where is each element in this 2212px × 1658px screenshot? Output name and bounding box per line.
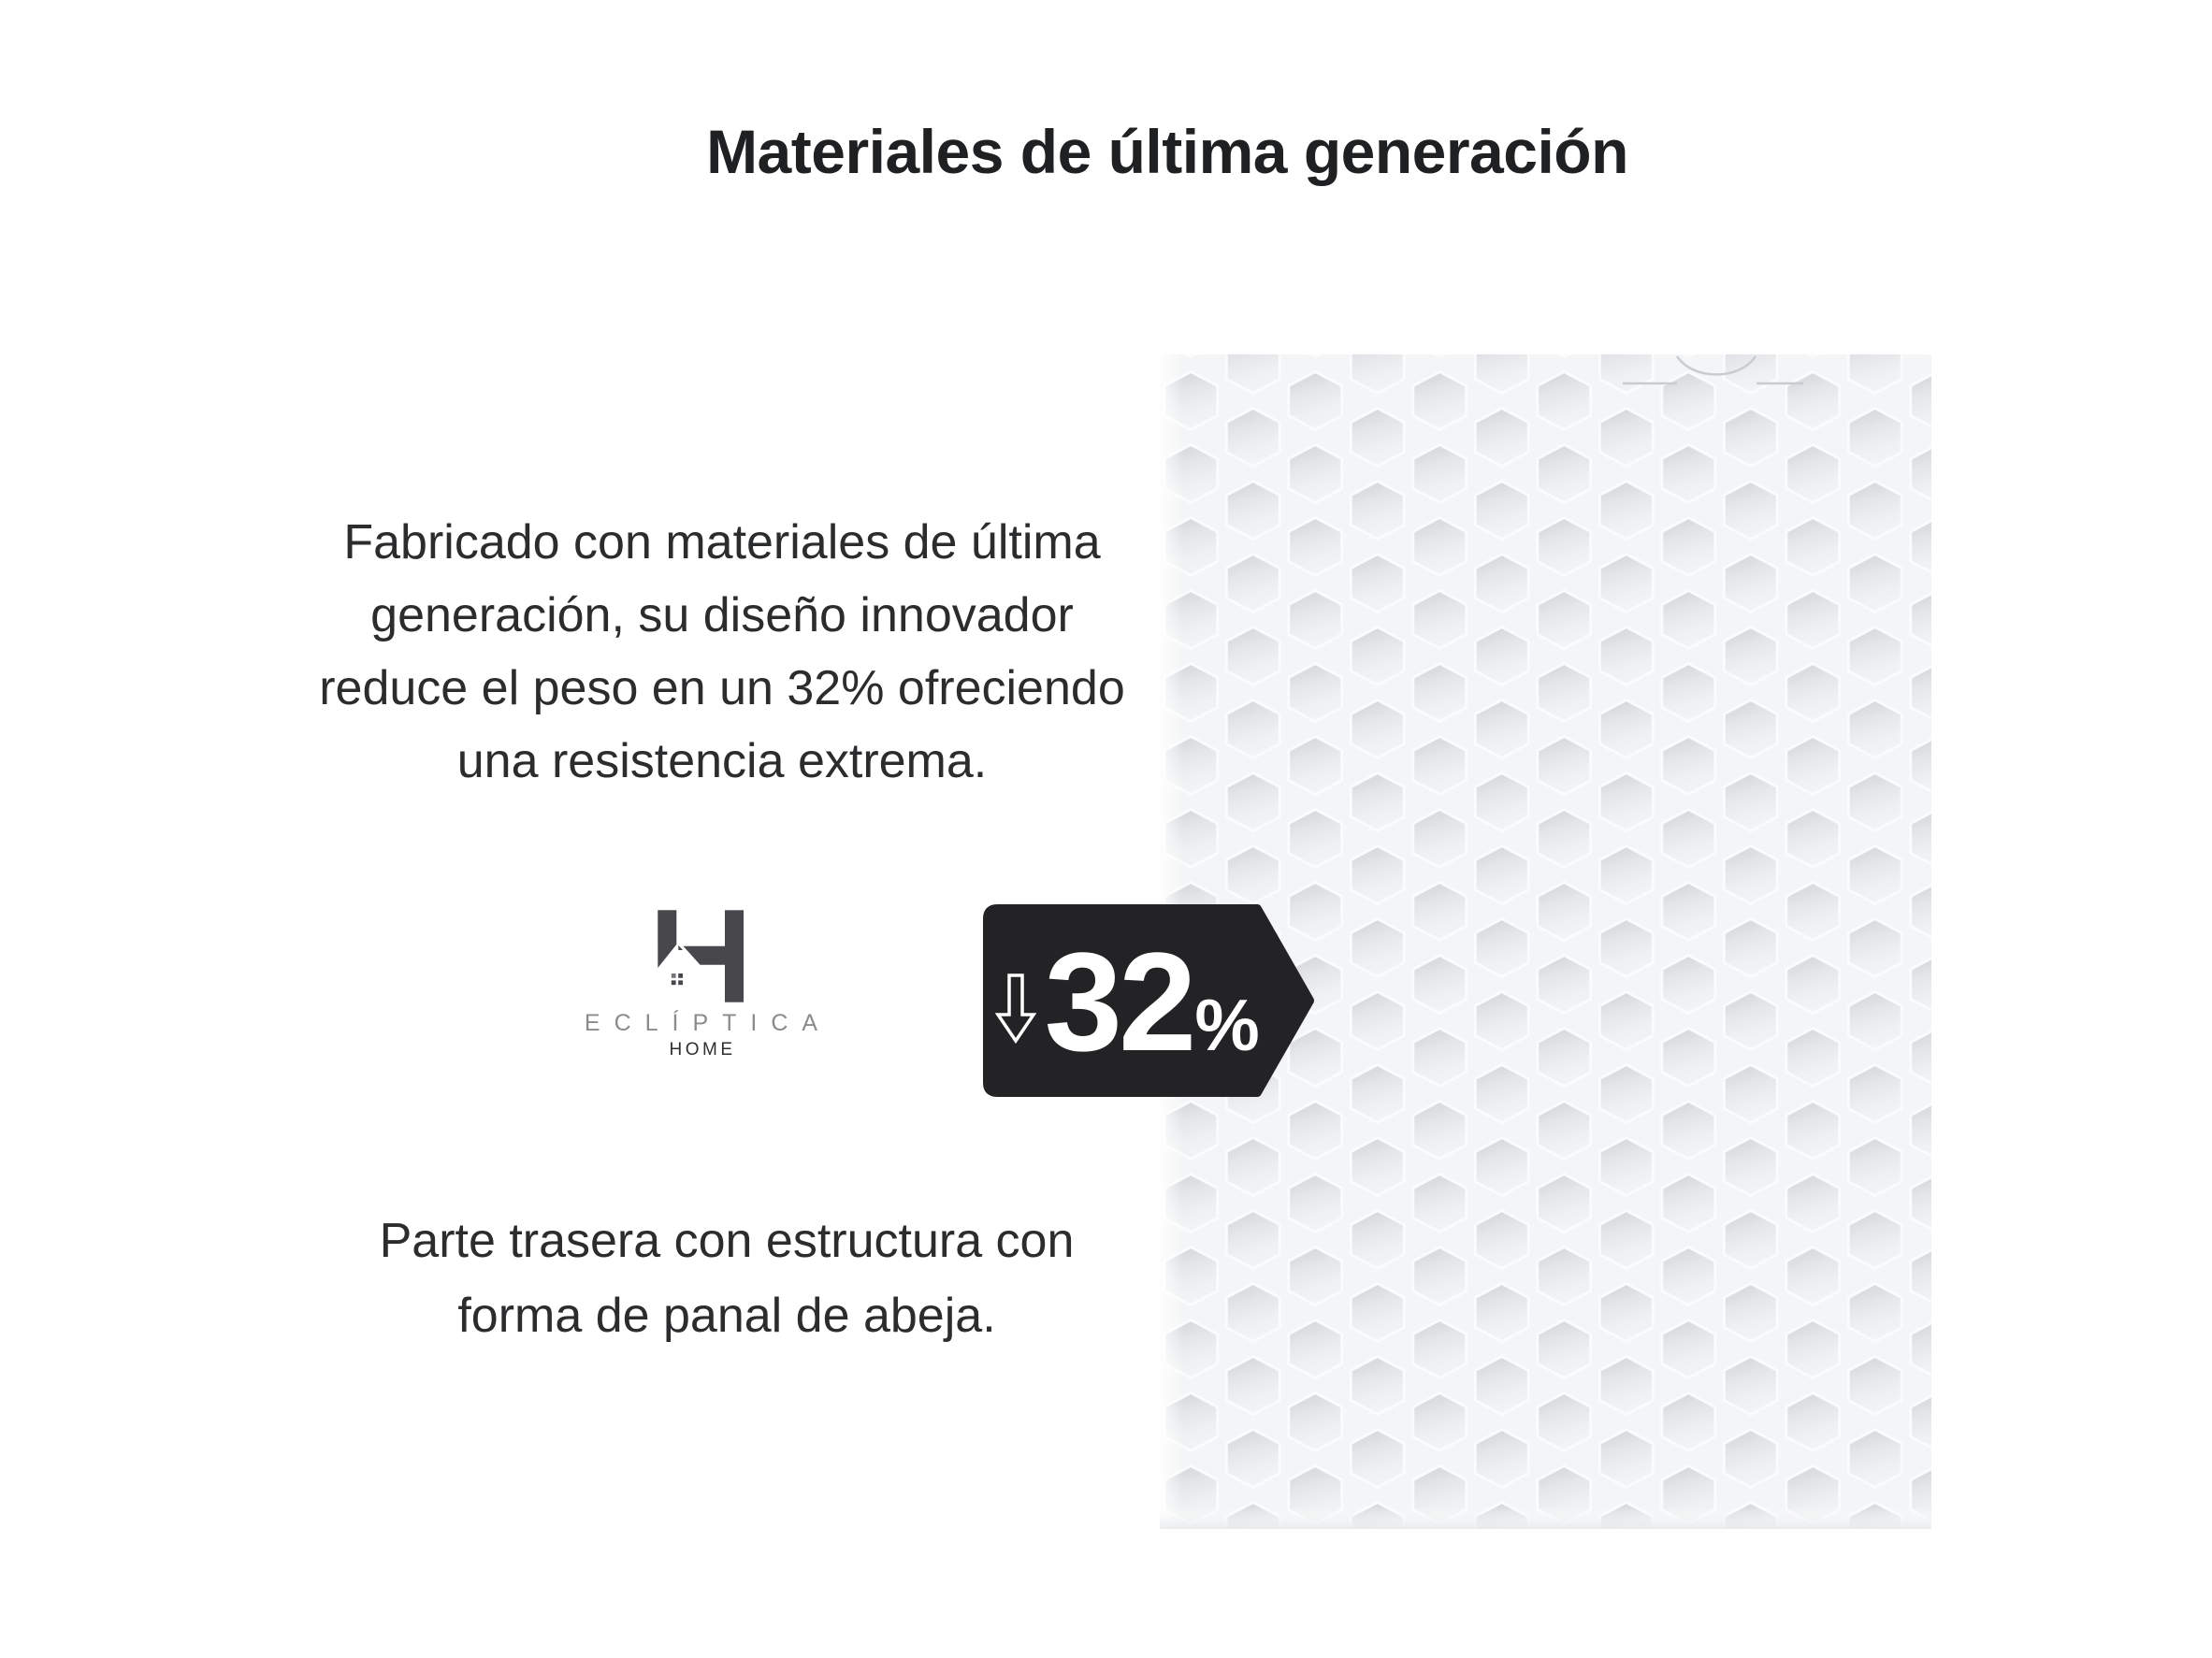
logo-window-pane (678, 973, 683, 978)
page-title: Materiales de última generación (706, 117, 1628, 186)
panel-top-notch (1623, 355, 1803, 385)
paragraph-line: Fabricado con materiales de última (343, 515, 1101, 569)
logo-window-pane (678, 980, 683, 986)
badge-value: 32 (1045, 923, 1193, 1080)
logo-right-bar (725, 910, 744, 1002)
paragraph-line: forma de panal de abeja. (457, 1289, 996, 1343)
logo-crossbar-roof (683, 945, 725, 965)
house-h-logo-icon (658, 910, 744, 1002)
honeycomb-panel-image (1160, 354, 1931, 1529)
weight-reduction-badge: 32 % (983, 904, 1314, 1097)
paragraph-line: generación, su diseño innovador (370, 588, 1074, 642)
down-arrow-icon (994, 973, 1037, 1045)
logo-roof-apex (678, 944, 683, 950)
logo-sub-text: HOME (669, 1040, 736, 1060)
panel-bottom-edge (1160, 1507, 1931, 1529)
badge-tag-shape (983, 904, 1314, 1097)
logo-window-pane (671, 973, 676, 978)
logo-window-pane (671, 980, 676, 986)
honeycomb-paragraph: Parte trasera con estructura con forma d… (189, 1204, 1265, 1353)
intro-paragraph: Fabricado con materiales de última gener… (184, 506, 1260, 798)
logo-brand-text: ECLÍPTICA (584, 1010, 832, 1036)
badge-percent-sign: % (1194, 984, 1259, 1066)
honeycomb-texture (1160, 354, 1931, 1529)
paragraph-line: Parte trasera con estructura con (379, 1214, 1075, 1268)
logo-left-bar (658, 910, 677, 968)
paragraph-line: reduce el peso en un 32% ofreciendo (319, 661, 1125, 715)
paragraph-line: una resistencia extrema. (456, 734, 988, 788)
